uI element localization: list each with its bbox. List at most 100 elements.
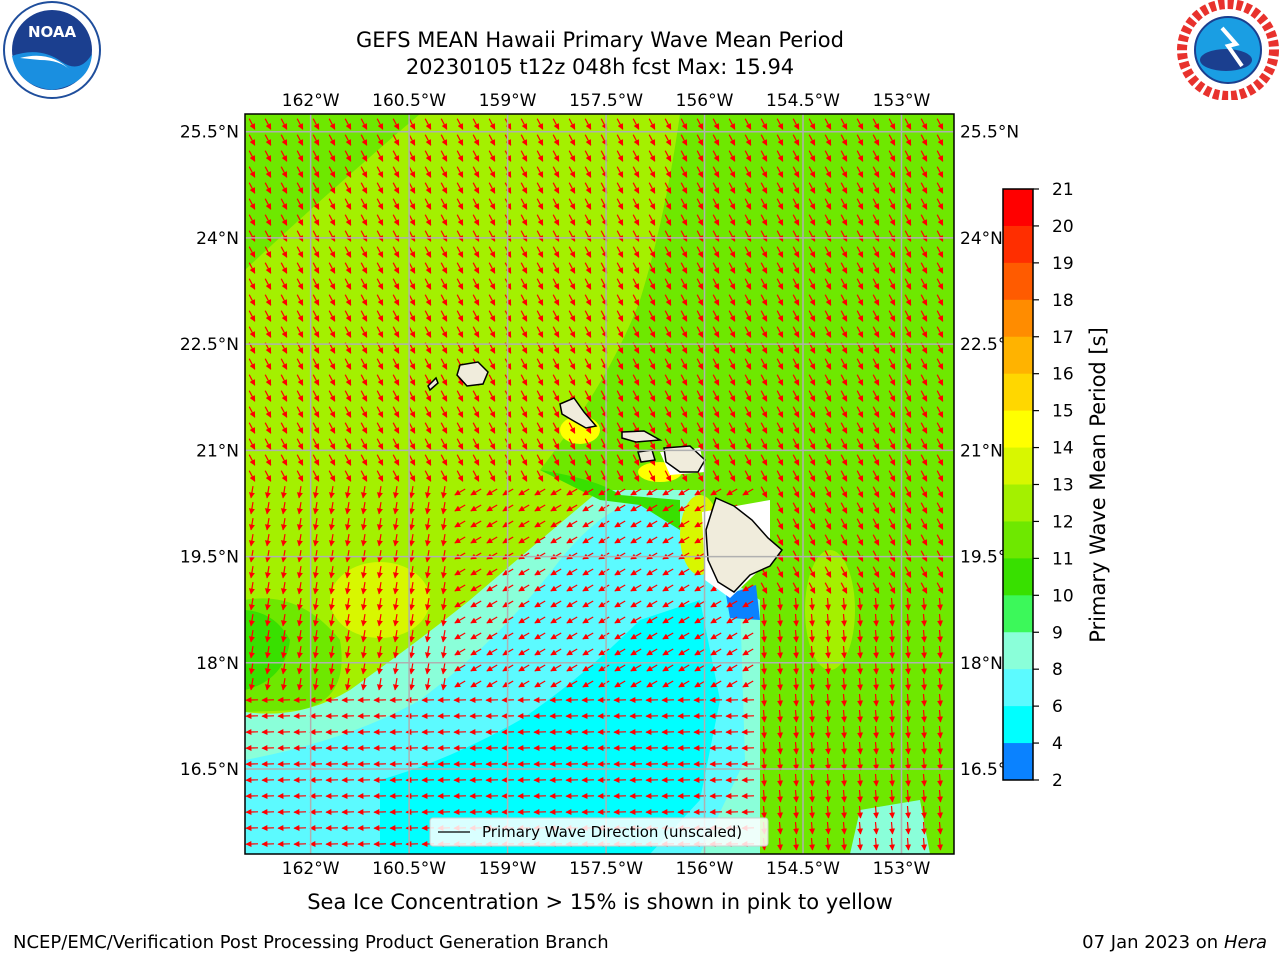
wave-arrow <box>312 294 320 306</box>
wave-arrow <box>248 246 256 258</box>
wave-arrow <box>792 166 800 178</box>
wave-arrow <box>488 310 496 322</box>
wave-arrow <box>472 262 480 274</box>
lon-tick-label-top: 156°W <box>676 91 734 111</box>
wave-arrow <box>776 246 784 258</box>
wave-arrow <box>824 118 832 130</box>
wave-arrow <box>360 150 368 162</box>
wave-arrow <box>584 214 592 226</box>
wave-arrow <box>792 262 800 274</box>
sea-ice-note: Sea Ice Concentration > 15% is shown in … <box>307 890 893 914</box>
wave-arrow <box>776 150 784 162</box>
wave-arrow <box>264 198 272 210</box>
wave-arrow <box>536 262 544 274</box>
wave-arrow <box>520 150 528 162</box>
wave-arrow <box>760 214 768 226</box>
wave-arrow <box>264 326 272 338</box>
lat-tick-label-left: 19.5°N <box>180 548 239 568</box>
wave-arrow <box>360 182 368 194</box>
wave-arrow <box>680 294 688 306</box>
wave-arrow <box>728 198 736 210</box>
wave-arrow <box>728 294 736 306</box>
wave-arrow <box>328 214 336 226</box>
wave-arrow <box>312 262 320 274</box>
wave-arrow <box>568 166 576 178</box>
colorbar-tick-label: 17 <box>1052 328 1074 348</box>
wave-arrow <box>744 198 752 210</box>
wave-arrow <box>552 118 560 130</box>
wave-arrow <box>744 294 752 306</box>
wave-arrow <box>856 326 864 338</box>
wave-arrow <box>296 182 304 194</box>
wave-arrow <box>248 358 256 370</box>
wave-arrow <box>664 182 672 194</box>
footer-date: 07 Jan 2023 on Hera <box>1082 932 1267 953</box>
wave-arrow <box>280 118 288 130</box>
lon-tick-label-top: 153°W <box>873 91 931 111</box>
wave-arrow <box>728 310 736 322</box>
wave-arrow <box>392 246 400 258</box>
wave-arrow <box>280 358 288 370</box>
legend-label: Primary Wave Direction (unscaled) <box>482 823 742 841</box>
wave-arrow <box>872 230 880 242</box>
wave-arrow <box>376 166 384 178</box>
colorbar-swatch <box>1003 447 1033 485</box>
wave-arrow <box>264 182 272 194</box>
wave-arrow <box>440 118 448 130</box>
wave-arrow <box>360 118 368 130</box>
wave-arrow <box>344 150 352 162</box>
wave-arrow <box>520 182 528 194</box>
wave-arrow <box>344 166 352 178</box>
wave-arrow <box>456 246 464 258</box>
wave-arrow <box>696 310 704 322</box>
wave-arrow <box>440 326 448 338</box>
wave-arrow <box>776 294 784 306</box>
wave-arrow <box>840 326 848 338</box>
colorbar-tick-label: 14 <box>1052 439 1074 459</box>
wave-arrow <box>264 230 272 242</box>
wave-arrow <box>888 294 896 306</box>
wave-arrow <box>840 118 848 130</box>
wave-arrow <box>616 118 624 130</box>
wave-arrow <box>312 358 320 370</box>
wave-arrow <box>344 262 352 274</box>
wave-arrow <box>920 134 928 146</box>
wave-arrow <box>744 150 752 162</box>
lat-tick-label-right: 24°N <box>960 229 1003 249</box>
wave-arrow <box>328 134 336 146</box>
wave-arrow <box>920 166 928 178</box>
colorbar: 21 20 19 18 17 16 15 14 13 12 11 10 9 8 6 4 2 <box>1002 180 1074 791</box>
wave-arrow <box>248 262 256 274</box>
wave-arrow <box>824 166 832 178</box>
wave-arrow <box>264 214 272 226</box>
wave-arrow <box>376 326 384 338</box>
wave-arrow <box>792 278 800 290</box>
wave-arrow <box>840 278 848 290</box>
wave-arrow <box>648 230 656 242</box>
wave-arrow <box>392 294 400 306</box>
wave-arrow <box>872 246 880 258</box>
wave-arrow <box>712 166 720 178</box>
wave-arrow <box>728 182 736 194</box>
wave-arrow <box>632 246 640 258</box>
wave-arrow <box>248 278 256 290</box>
wave-arrow <box>744 214 752 226</box>
wave-arrow <box>760 118 768 130</box>
wave-arrow <box>552 214 560 226</box>
wave-arrow <box>456 198 464 210</box>
wave-arrow <box>632 262 640 274</box>
wave-arrow <box>328 278 336 290</box>
wave-arrow <box>664 198 672 210</box>
wave-arrow <box>280 246 288 258</box>
wave-arrow <box>904 150 912 162</box>
wave-arrow <box>872 134 880 146</box>
wave-arrow <box>680 230 688 242</box>
wave-arrow <box>296 118 304 130</box>
wave-arrow <box>904 326 912 338</box>
wave-arrow <box>408 294 416 306</box>
wave-arrow <box>920 310 928 322</box>
wave-arrow <box>680 214 688 226</box>
wave-arrow <box>856 262 864 274</box>
colorbar-tick-label: 16 <box>1052 365 1074 385</box>
